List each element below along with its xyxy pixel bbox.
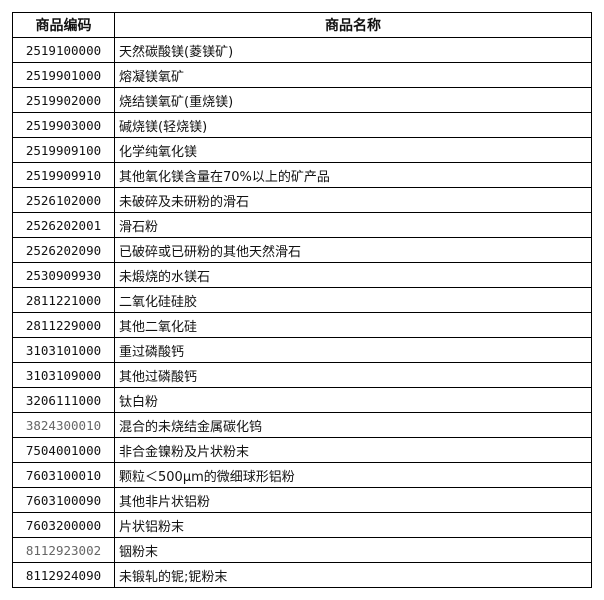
commodity-code: 7504001000 [12, 437, 115, 463]
commodity-name: 熔凝镁氧矿 [114, 62, 592, 88]
commodity-name: 天然碳酸镁(菱镁矿) [114, 37, 592, 63]
commodity-name: 混合的未烧结金属碳化钨 [114, 412, 592, 438]
table-row: 2526202090 已破碎或已研粉的其他天然滑石 [12, 237, 592, 263]
table-row: 2526202001 滑石粉 [12, 212, 592, 238]
table-row: 2811221000 二氧化硅硅胶 [12, 287, 592, 313]
table-row: 3103109000 其他过磷酸钙 [12, 362, 592, 388]
commodity-name: 其他非片状铝粉 [114, 487, 592, 513]
commodity-name: 已破碎或已研粉的其他天然滑石 [114, 237, 592, 263]
commodity-name: 其他氧化镁含量在70%以上的矿产品 [114, 162, 592, 188]
table-row: 7504001000 非合金镍粉及片状粉末 [12, 437, 592, 463]
header-row: 商品编码 商品名称 [12, 12, 592, 38]
table-row: 2519901000 熔凝镁氧矿 [12, 62, 592, 88]
commodity-name: 颗粒＜500μm的微细球形铝粉 [114, 462, 592, 488]
table-row: 2526102000 未破碎及未研粉的滑石 [12, 187, 592, 213]
commodity-name: 滑石粉 [114, 212, 592, 238]
commodity-name: 烧结镁氧矿(重烧镁) [114, 87, 592, 113]
table-row: 2519903000 碱烧镁(轻烧镁) [12, 112, 592, 138]
commodity-code: 2811229000 [12, 312, 115, 338]
commodity-name: 未煅烧的水镁石 [114, 262, 592, 288]
commodity-name: 片状铝粉末 [114, 512, 592, 538]
commodity-name: 二氧化硅硅胶 [114, 287, 592, 313]
commodity-code: 3206111000 [12, 387, 115, 413]
commodity-code: 8112924090 [12, 562, 115, 588]
commodity-code: 2519902000 [12, 87, 115, 113]
table-row: 2519909910 其他氧化镁含量在70%以上的矿产品 [12, 162, 592, 188]
table-row: 3206111000 钛白粉 [12, 387, 592, 413]
header-code: 商品编码 [12, 12, 115, 38]
commodity-code: 2526202090 [12, 237, 115, 263]
commodity-name: 铟粉末 [114, 537, 592, 563]
commodity-name: 钛白粉 [114, 387, 592, 413]
header-name: 商品名称 [114, 12, 592, 38]
commodity-code: 7603100090 [12, 487, 115, 513]
commodity-table: 商品编码 商品名称 2519100000 天然碳酸镁(菱镁矿) 2519901000… [12, 12, 592, 588]
table-row: 7603100090 其他非片状铝粉 [12, 487, 592, 513]
commodity-code: 7603100010 [12, 462, 115, 488]
commodity-code: 8112923002 [12, 537, 115, 563]
table-row: 3103101000 重过磷酸钙 [12, 337, 592, 363]
commodity-code: 2519901000 [12, 62, 115, 88]
commodity-name: 化学纯氧化镁 [114, 137, 592, 163]
commodity-code: 2811221000 [12, 287, 115, 313]
table-row: 2519902000 烧结镁氧矿(重烧镁) [12, 87, 592, 113]
commodity-name: 重过磷酸钙 [114, 337, 592, 363]
commodity-code: 2519909100 [12, 137, 115, 163]
commodity-code: 2519909910 [12, 162, 115, 188]
table-row: 2519100000 天然碳酸镁(菱镁矿) [12, 37, 592, 63]
commodity-code: 2519100000 [12, 37, 115, 63]
table-row: 2530909930 未煅烧的水镁石 [12, 262, 592, 288]
commodity-code: 2526102000 [12, 187, 115, 213]
table-row: 8112923002 铟粉末 [12, 537, 592, 563]
commodity-name: 其他二氧化硅 [114, 312, 592, 338]
table-row: 7603200000 片状铝粉末 [12, 512, 592, 538]
commodity-code: 3824300010 [12, 412, 115, 438]
commodity-code: 3103109000 [12, 362, 115, 388]
commodity-name: 未破碎及未研粉的滑石 [114, 187, 592, 213]
commodity-code: 3103101000 [12, 337, 115, 363]
commodity-code: 2530909930 [12, 262, 115, 288]
table-row: 2519909100 化学纯氧化镁 [12, 137, 592, 163]
commodity-name: 其他过磷酸钙 [114, 362, 592, 388]
table-row: 8112924090 未锻轧的铌;铌粉末 [12, 562, 592, 588]
commodity-name: 非合金镍粉及片状粉末 [114, 437, 592, 463]
commodity-code: 2526202001 [12, 212, 115, 238]
table-row: 3824300010 混合的未烧结金属碳化钨 [12, 412, 592, 438]
commodity-name: 未锻轧的铌;铌粉末 [114, 562, 592, 588]
table-row: 7603100010 颗粒＜500μm的微细球形铝粉 [12, 462, 592, 488]
table-row: 2811229000 其他二氧化硅 [12, 312, 592, 338]
commodity-code: 2519903000 [12, 112, 115, 138]
commodity-name: 碱烧镁(轻烧镁) [114, 112, 592, 138]
commodity-code: 7603200000 [12, 512, 115, 538]
